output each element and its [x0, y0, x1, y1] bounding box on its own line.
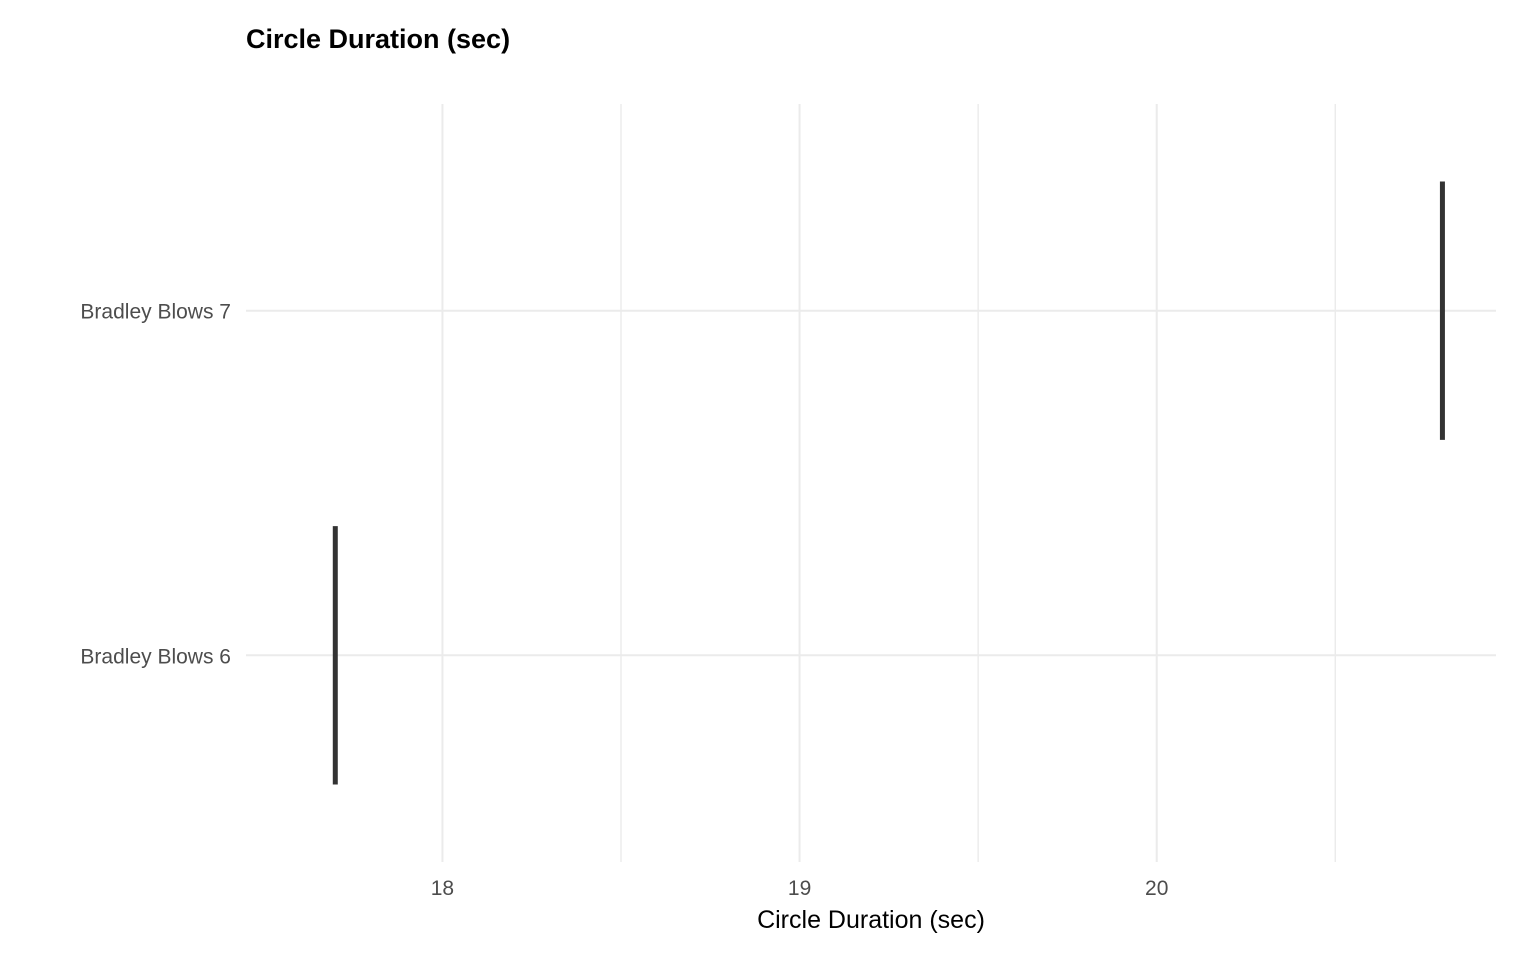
- x-tick-labels: 18 19 20: [431, 877, 1169, 900]
- x-axis-title: Circle Duration (sec): [757, 906, 985, 934]
- x-tick-label: 19: [788, 877, 811, 900]
- marks-layer: [332, 181, 1445, 785]
- x-tick-label: 20: [1145, 877, 1168, 900]
- y-tick-label: Bradley Blows 6: [80, 645, 231, 668]
- y-tick-labels: Bradley Blows 6 Bradley Blows 7: [80, 301, 231, 669]
- chart-title: Circle Duration (sec): [246, 24, 510, 54]
- grid-layer: [246, 104, 1496, 862]
- y-tick-label: Bradley Blows 7: [80, 301, 231, 324]
- x-tick-label: 18: [431, 877, 454, 900]
